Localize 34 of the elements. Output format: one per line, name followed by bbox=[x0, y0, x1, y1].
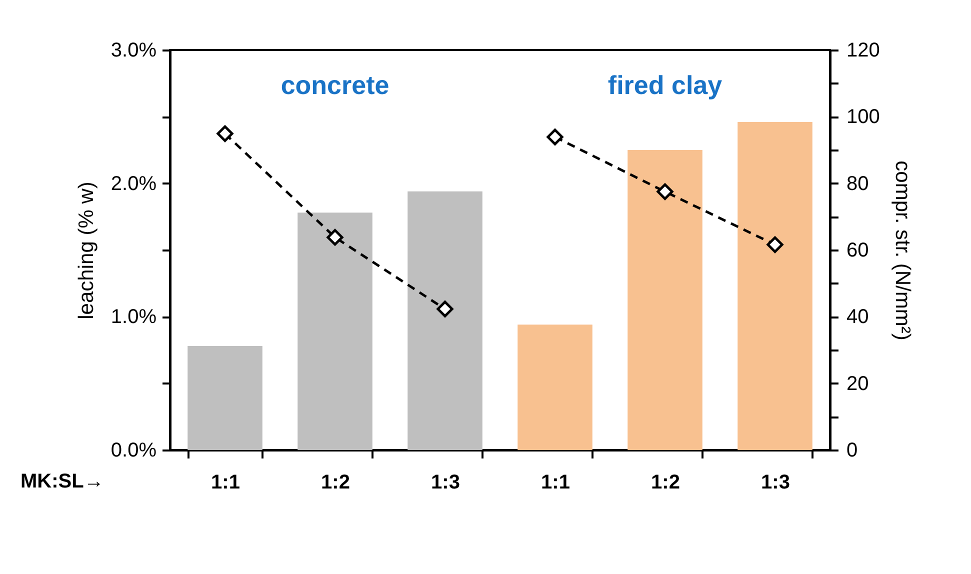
y-tick-label: 0.0% bbox=[110, 440, 157, 462]
bar bbox=[738, 122, 812, 450]
bar bbox=[408, 191, 482, 450]
annotation: fired clay bbox=[608, 70, 723, 100]
bar bbox=[628, 150, 702, 450]
y-tick-label: 2.0% bbox=[110, 172, 157, 195]
point bbox=[656, 183, 674, 200]
y2-tick-label: 80 bbox=[846, 172, 869, 195]
annotation: concrete bbox=[280, 70, 390, 100]
bar bbox=[188, 346, 262, 450]
y2-tick-label: 100 bbox=[846, 106, 880, 128]
y2-tick-label: 40 bbox=[846, 306, 869, 328]
x-tick-label: 1:2 bbox=[321, 472, 350, 494]
point bbox=[216, 125, 234, 142]
y-axis-title: leaching (% w) bbox=[74, 182, 98, 320]
y2-tick-label: 60 bbox=[846, 240, 869, 262]
point bbox=[546, 128, 564, 146]
x-tick-label: 1:1 bbox=[211, 472, 240, 494]
y2-tick-label: 20 bbox=[846, 372, 869, 395]
x-axis-title: MK:SL→ bbox=[20, 470, 104, 492]
y-tick-label: 3.0% bbox=[110, 40, 157, 62]
x-tick-label: 1:3 bbox=[761, 472, 790, 494]
bar bbox=[298, 212, 372, 450]
point bbox=[436, 300, 454, 318]
y2-tick-label: 120 bbox=[846, 40, 880, 62]
x-tick-label: 1:2 bbox=[651, 472, 680, 494]
y2-tick-label: 0 bbox=[846, 440, 858, 462]
x-tick-label: 1:3 bbox=[431, 472, 460, 494]
point bbox=[766, 236, 784, 253]
point bbox=[326, 229, 344, 246]
y2-axis-title: compr. str. (N/mm²) bbox=[890, 160, 914, 340]
x-tick-label: 1:1 bbox=[541, 472, 570, 494]
y-tick-label: 1.0% bbox=[110, 306, 157, 328]
bar bbox=[518, 324, 592, 450]
